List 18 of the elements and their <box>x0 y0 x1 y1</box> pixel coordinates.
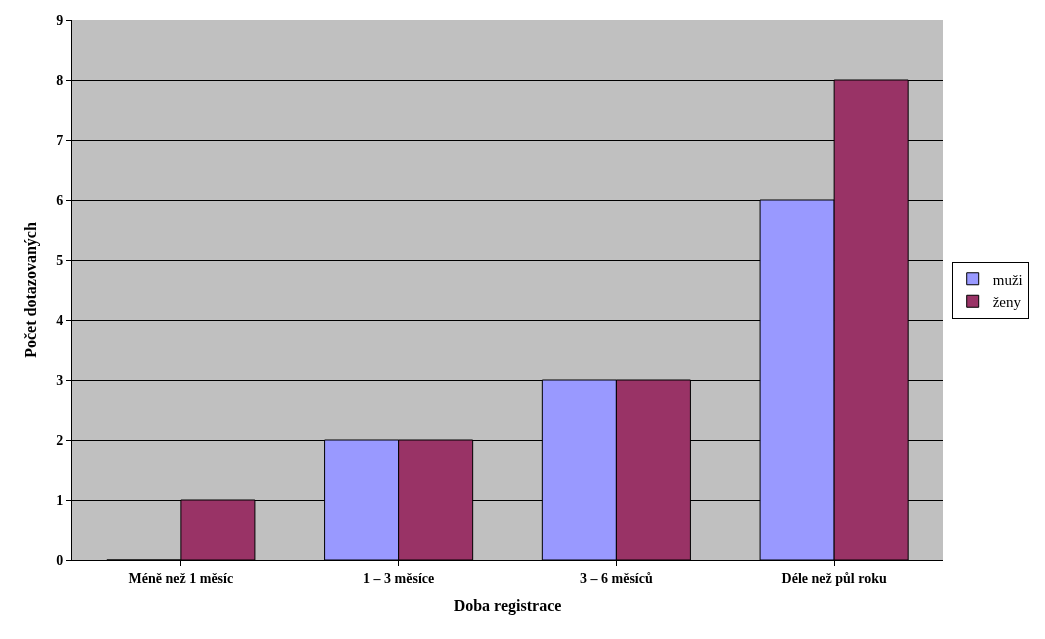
y-tick-label: 6 <box>56 192 64 208</box>
x-tick-label: Déle než půl roku <box>781 570 887 586</box>
y-tick-label: 8 <box>56 72 64 88</box>
x-tick-label: Méně než 1 měsíc <box>128 570 234 586</box>
y-tick-label: 1 <box>56 492 64 508</box>
y-tick-label: 9 <box>56 12 64 28</box>
y-tick-label: 5 <box>56 252 64 268</box>
x-axis-title: Doba registrace <box>453 597 562 616</box>
x-tick-label: 3 – 6 měsíců <box>580 570 653 586</box>
y-tick-label: 4 <box>56 312 64 328</box>
legend-label: muži <box>992 271 1023 288</box>
y-axis-title: Počet dotazovaných <box>22 222 41 358</box>
x-tick-label: 1 – 3 měsíce <box>363 570 435 586</box>
y-tick-label: 3 <box>56 372 64 388</box>
y-tick-label: 0 <box>56 552 64 568</box>
legend-label: ženy <box>992 294 1022 311</box>
y-tick-label: 7 <box>56 132 64 148</box>
y-tick-label: 2 <box>56 432 64 448</box>
